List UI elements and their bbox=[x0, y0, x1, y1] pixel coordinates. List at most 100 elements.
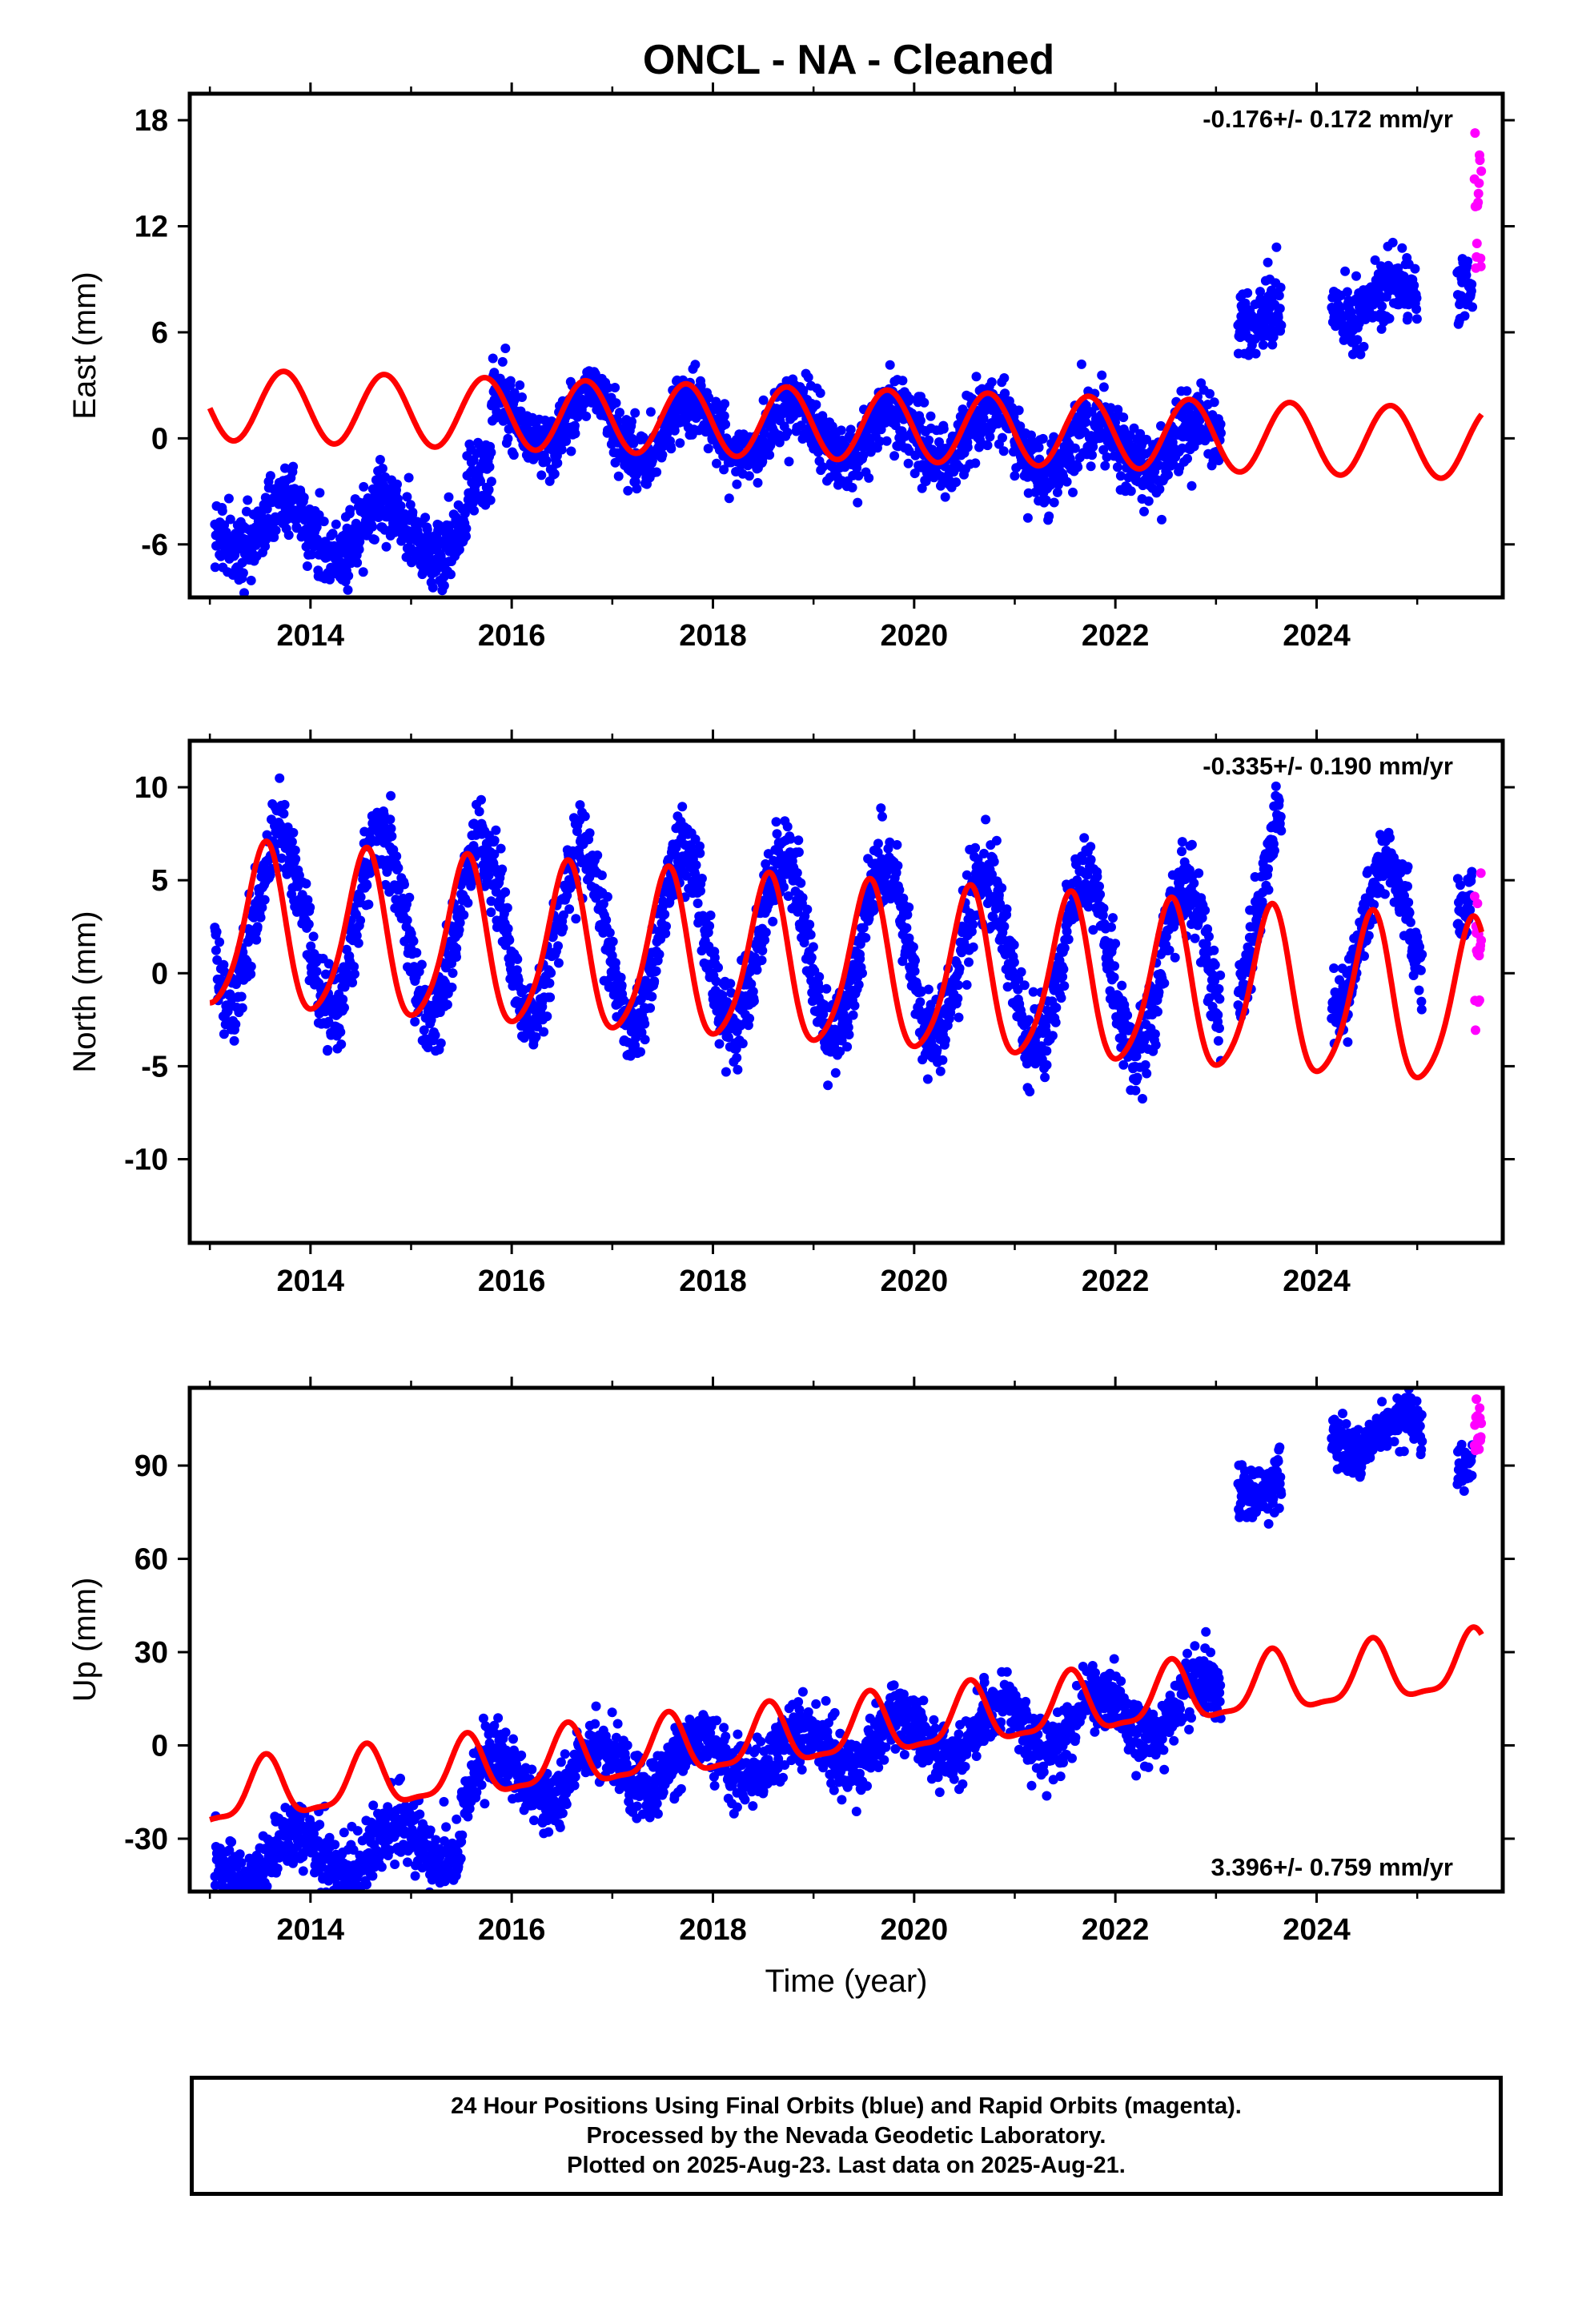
final-orbits-point bbox=[926, 411, 936, 421]
final-orbits-point bbox=[1038, 433, 1048, 444]
final-orbits-point bbox=[1002, 904, 1012, 915]
final-orbits-point bbox=[1115, 471, 1126, 481]
final-orbits-point bbox=[229, 1035, 239, 1046]
final-orbits-point bbox=[892, 840, 902, 850]
final-orbits-point bbox=[287, 837, 297, 847]
final-orbits-point bbox=[503, 433, 513, 444]
final-orbits-point bbox=[219, 959, 229, 970]
final-orbits-point bbox=[733, 1064, 743, 1075]
final-orbits-point bbox=[596, 870, 607, 880]
final-orbits-point bbox=[422, 525, 432, 535]
final-orbits-point bbox=[1009, 939, 1019, 950]
final-orbits-point bbox=[874, 436, 885, 447]
final-orbits-point bbox=[291, 854, 301, 864]
final-orbits-point bbox=[719, 411, 729, 421]
final-orbits-point bbox=[1049, 497, 1059, 508]
final-orbits-point bbox=[611, 398, 621, 408]
final-orbits-point bbox=[1073, 462, 1083, 472]
final-orbits-point bbox=[353, 938, 363, 948]
final-orbits-point bbox=[323, 959, 334, 969]
final-orbits-point bbox=[844, 1030, 854, 1039]
final-orbits-point bbox=[1106, 922, 1116, 932]
final-orbits-point bbox=[985, 432, 995, 442]
final-orbits-point bbox=[275, 773, 285, 783]
final-orbits-point bbox=[690, 834, 701, 844]
final-orbits-point bbox=[562, 891, 572, 901]
final-orbits-point bbox=[231, 1019, 241, 1029]
final-orbits-point bbox=[496, 843, 506, 854]
final-orbits-point bbox=[909, 468, 920, 479]
final-orbits-point bbox=[796, 878, 806, 888]
final-orbits-point bbox=[532, 1022, 542, 1032]
final-orbits-point bbox=[299, 493, 309, 503]
final-orbits-point bbox=[558, 910, 568, 920]
final-orbits-point bbox=[725, 979, 736, 989]
final-orbits-point bbox=[1209, 397, 1219, 408]
final-orbits-point bbox=[1070, 443, 1080, 453]
final-orbits-point bbox=[1109, 972, 1119, 983]
final-orbits-point bbox=[463, 898, 473, 908]
final-orbits-point bbox=[1182, 386, 1192, 396]
final-orbits-point bbox=[721, 419, 731, 429]
final-orbits-point bbox=[355, 915, 366, 926]
final-orbits-point bbox=[1156, 420, 1166, 431]
final-orbits-point bbox=[705, 921, 715, 931]
final-orbits-point bbox=[864, 472, 874, 483]
final-orbits-point bbox=[297, 505, 307, 516]
final-orbits-point bbox=[251, 935, 262, 945]
final-orbits-point bbox=[877, 811, 887, 822]
final-orbits-point bbox=[616, 972, 626, 983]
final-orbits-point bbox=[283, 530, 294, 541]
final-orbits-point bbox=[772, 829, 782, 839]
final-orbits-point bbox=[876, 803, 886, 814]
final-orbits-point bbox=[359, 481, 369, 492]
final-orbits-point bbox=[873, 838, 883, 849]
final-orbits-point bbox=[610, 383, 620, 392]
final-orbits-point bbox=[495, 373, 505, 384]
final-orbits-point bbox=[732, 479, 742, 489]
final-orbits-point bbox=[1205, 388, 1215, 399]
rapid-orbits-point bbox=[1476, 253, 1486, 263]
final-orbits-point bbox=[1010, 471, 1020, 481]
final-orbits-point bbox=[652, 467, 662, 477]
final-orbits-point bbox=[1058, 964, 1069, 975]
final-orbits-point bbox=[1046, 480, 1056, 490]
final-orbits-point bbox=[323, 1044, 333, 1055]
final-orbits-point bbox=[1118, 412, 1129, 423]
final-orbits-point bbox=[695, 841, 705, 851]
final-orbits-point bbox=[1081, 417, 1091, 428]
final-orbits-point bbox=[536, 470, 547, 480]
y-tick-label: -6 bbox=[141, 529, 168, 562]
final-orbits-point bbox=[968, 919, 978, 930]
final-orbits-point bbox=[849, 1000, 860, 1011]
final-orbits-point bbox=[1150, 1039, 1161, 1050]
final-orbits-point bbox=[783, 891, 793, 901]
final-orbits-point bbox=[246, 575, 256, 585]
final-orbits-point bbox=[909, 966, 920, 976]
final-orbits-point bbox=[461, 524, 472, 533]
final-orbits-point bbox=[1243, 287, 1253, 298]
x-tick-label: 2014 bbox=[277, 619, 345, 653]
final-orbits-point bbox=[991, 835, 1002, 846]
final-orbits-point bbox=[430, 1030, 440, 1040]
final-orbits-point bbox=[331, 519, 341, 529]
final-orbits-point bbox=[439, 581, 449, 591]
final-orbits-point bbox=[542, 1011, 552, 1022]
final-orbits-point bbox=[1384, 313, 1395, 324]
final-orbits-point bbox=[1154, 484, 1165, 494]
final-orbits-point bbox=[1142, 1068, 1152, 1079]
final-orbits-point bbox=[902, 910, 913, 920]
final-orbits-point bbox=[484, 485, 494, 495]
final-orbits-point bbox=[905, 394, 915, 404]
final-orbits-point bbox=[1044, 511, 1054, 521]
rate-annotation: -0.176+/- 0.172 mm/yr bbox=[1203, 105, 1453, 133]
final-orbits-point bbox=[811, 400, 821, 410]
final-orbits-point bbox=[1153, 1007, 1162, 1017]
final-orbits-point bbox=[426, 1015, 436, 1025]
final-orbits-point bbox=[1052, 487, 1062, 497]
final-orbits-point bbox=[657, 450, 668, 460]
rapid-orbits-point bbox=[1473, 197, 1484, 207]
final-orbits-point bbox=[615, 408, 624, 418]
final-orbits-point bbox=[857, 968, 867, 979]
y-tick-label: 12 bbox=[135, 211, 168, 244]
